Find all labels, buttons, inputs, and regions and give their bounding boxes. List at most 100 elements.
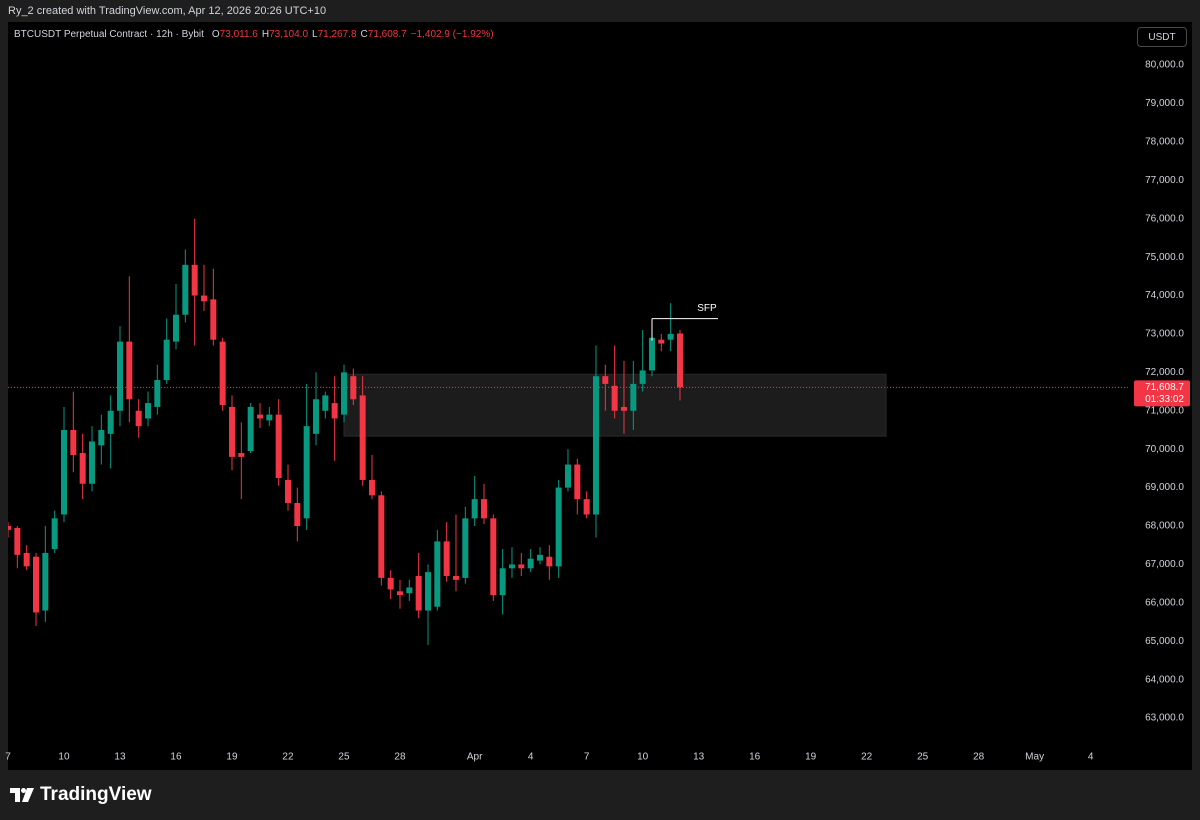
candle-body bbox=[396, 591, 403, 596]
y-tick-label: 80,000.0 bbox=[1145, 60, 1184, 71]
candle-body bbox=[583, 499, 590, 515]
x-tick-label: 19 bbox=[226, 752, 238, 763]
legend-value: 73,011.6 bbox=[219, 29, 258, 40]
candle-body bbox=[518, 564, 525, 569]
candle-body bbox=[592, 376, 599, 515]
candle-body bbox=[648, 337, 655, 371]
candle-body bbox=[359, 395, 366, 480]
candle-body bbox=[126, 341, 133, 400]
legend-change: −1,402.9 (−1.92%) bbox=[410, 29, 494, 40]
x-tick-label: 4 bbox=[1088, 752, 1094, 763]
candle-body bbox=[480, 499, 487, 519]
candle-body bbox=[546, 556, 553, 567]
x-tick-label: 7 bbox=[584, 752, 590, 763]
y-tick-label: 63,000.0 bbox=[1145, 713, 1184, 724]
candle-body bbox=[658, 339, 665, 344]
candle-body bbox=[424, 572, 431, 611]
y-tick-label: 69,000.0 bbox=[1145, 482, 1184, 493]
sfp-label: SFP bbox=[697, 303, 717, 314]
candle-body bbox=[191, 264, 198, 296]
candle-body bbox=[182, 264, 189, 315]
candle-body bbox=[611, 385, 618, 411]
x-tick-label: Apr bbox=[467, 752, 483, 763]
y-tick-label: 64,000.0 bbox=[1145, 674, 1184, 685]
candle-body bbox=[527, 558, 534, 569]
x-tick-label: 13 bbox=[693, 752, 705, 763]
candle-body bbox=[639, 370, 646, 384]
candle-body bbox=[135, 410, 142, 427]
candle-body bbox=[238, 453, 245, 457]
candle-body bbox=[88, 441, 95, 484]
candle-body bbox=[368, 479, 375, 496]
candle-body bbox=[462, 518, 469, 578]
candle-body bbox=[322, 395, 329, 411]
y-tick-label: 75,000.0 bbox=[1145, 252, 1184, 263]
y-tick-label: 68,000.0 bbox=[1145, 521, 1184, 532]
candle-body bbox=[415, 575, 422, 611]
candle-body bbox=[406, 587, 413, 594]
candle-body bbox=[23, 552, 30, 567]
x-tick-label: 22 bbox=[861, 752, 873, 763]
candle-body bbox=[331, 403, 338, 419]
currency-button[interactable]: USDT bbox=[1137, 27, 1187, 47]
x-tick-label: May bbox=[1025, 752, 1044, 763]
x-tick-label: 28 bbox=[394, 752, 406, 763]
legend-key: L bbox=[312, 29, 318, 40]
x-tick-label: 25 bbox=[917, 752, 929, 763]
brand-name: TradingView bbox=[40, 784, 152, 805]
candle-body bbox=[219, 341, 226, 406]
watermark: Ry_2 created with TradingView.com, Apr 1… bbox=[8, 5, 327, 17]
candle-body bbox=[620, 406, 627, 411]
brand-logo bbox=[10, 788, 34, 802]
candle-body bbox=[116, 341, 123, 411]
candle-body bbox=[144, 403, 151, 419]
y-tick-label: 78,000.0 bbox=[1145, 137, 1184, 148]
candle-body bbox=[42, 552, 49, 611]
candle-body bbox=[312, 399, 319, 434]
candle-body bbox=[630, 383, 637, 411]
candle-body bbox=[555, 487, 562, 567]
x-tick-label: 10 bbox=[58, 752, 70, 763]
y-tick-label: 67,000.0 bbox=[1145, 559, 1184, 570]
candle-body bbox=[256, 414, 263, 419]
x-tick-label: 7 bbox=[5, 752, 11, 763]
x-tick-label: 10 bbox=[637, 752, 649, 763]
y-tick-label: 66,000.0 bbox=[1145, 597, 1184, 608]
candle-body bbox=[284, 479, 291, 503]
candle-body bbox=[471, 499, 478, 519]
candle-body bbox=[340, 372, 347, 415]
x-tick-label: 13 bbox=[114, 752, 126, 763]
candle-body bbox=[163, 339, 170, 381]
y-tick-label: 72,000.0 bbox=[1145, 367, 1184, 378]
y-tick-label: 76,000.0 bbox=[1145, 213, 1184, 224]
y-tick-label: 74,000.0 bbox=[1145, 290, 1184, 301]
y-tick-label: 77,000.0 bbox=[1145, 175, 1184, 186]
candle-body bbox=[434, 541, 441, 607]
last-price-box bbox=[1134, 380, 1190, 407]
candle-body bbox=[378, 495, 385, 578]
candle-body bbox=[602, 376, 609, 384]
legend-key: H bbox=[261, 29, 270, 40]
candle-body bbox=[508, 564, 515, 569]
legend-value: 73,104.0 bbox=[269, 29, 309, 40]
candle-body bbox=[14, 527, 21, 555]
candle-body bbox=[60, 429, 67, 515]
candle-body bbox=[676, 333, 683, 388]
x-tick-label: 19 bbox=[805, 752, 817, 763]
y-tick-label: 70,000.0 bbox=[1145, 444, 1184, 455]
last-price-label: 71,608.7 bbox=[1145, 382, 1184, 393]
candle-body bbox=[200, 295, 207, 302]
candle-body bbox=[452, 575, 459, 580]
axes: 63,000.0 64,000.0 65,000.0 66,000.0 67,000.0… bbox=[5, 60, 1190, 763]
candle-body bbox=[443, 541, 450, 576]
candle-body bbox=[303, 426, 310, 519]
candle-body bbox=[564, 464, 571, 488]
candle-body bbox=[70, 429, 77, 455]
candle-body bbox=[266, 414, 273, 421]
legend-value: 71,267.8 bbox=[317, 29, 357, 40]
legend-value: 71,608.7 bbox=[367, 29, 407, 40]
candle-body bbox=[8, 526, 11, 530]
candle-body bbox=[210, 299, 217, 340]
candle-body bbox=[107, 410, 114, 434]
